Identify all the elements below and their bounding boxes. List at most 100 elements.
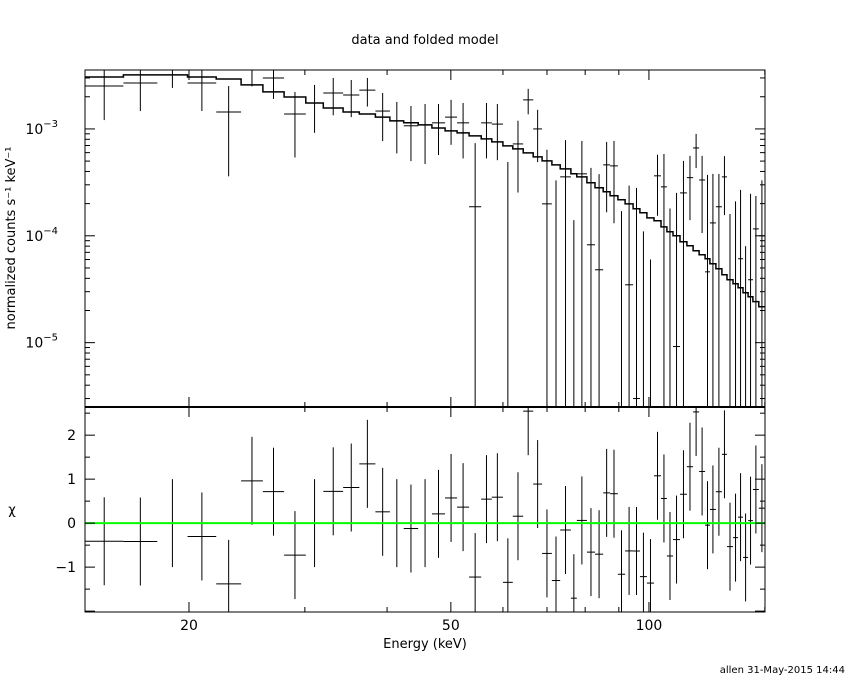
residual-point xyxy=(457,463,470,552)
residual-point xyxy=(721,410,727,499)
data-point xyxy=(560,140,571,407)
data-point xyxy=(389,101,404,154)
y-tick-exponent: −5 xyxy=(43,333,58,344)
data-point xyxy=(457,102,470,159)
residual-point xyxy=(523,407,534,456)
data-point xyxy=(123,70,158,112)
data-point xyxy=(157,70,188,88)
data-point xyxy=(654,154,661,216)
x-tick-label: 100 xyxy=(636,618,663,634)
data-point xyxy=(693,133,700,169)
data-point xyxy=(752,195,759,407)
residual-point xyxy=(686,422,694,511)
chart-title: data and folded model xyxy=(351,33,498,48)
data-point xyxy=(491,104,503,161)
residual-point xyxy=(491,453,503,542)
residual-point xyxy=(533,440,543,529)
residual-point xyxy=(216,539,242,612)
data-point xyxy=(418,104,432,164)
data-point xyxy=(721,156,727,216)
residual-plot-area xyxy=(85,407,765,612)
data-point xyxy=(85,70,124,121)
residual-point xyxy=(660,454,667,543)
y-axis-label-chi: χ xyxy=(8,503,16,518)
data-point xyxy=(403,105,419,162)
residual-point xyxy=(625,506,634,595)
residual-point xyxy=(654,431,661,520)
residual-point xyxy=(705,481,710,570)
data-point xyxy=(758,180,765,407)
residual-point xyxy=(431,469,446,558)
residual-point xyxy=(646,539,655,612)
residual-point xyxy=(375,467,390,556)
data-point xyxy=(445,99,458,145)
residual-point xyxy=(570,554,577,612)
residual-point xyxy=(673,495,681,584)
data-point xyxy=(323,77,344,116)
residual-point xyxy=(123,497,158,586)
residual-panel xyxy=(85,407,765,612)
residual-point xyxy=(617,530,626,612)
data-point xyxy=(431,104,446,156)
y-tick-base: 10 xyxy=(25,229,43,245)
y-tick-base: 10 xyxy=(25,336,43,352)
data-point xyxy=(738,189,744,407)
residual-point xyxy=(262,447,285,536)
data-point xyxy=(586,167,595,407)
data-point xyxy=(284,91,306,158)
residual-point xyxy=(323,447,344,536)
residual-point xyxy=(481,455,492,544)
x-tick-label: 50 xyxy=(442,618,460,634)
residual-point xyxy=(639,532,647,612)
residual-point xyxy=(666,511,674,600)
residual-point xyxy=(680,450,687,539)
data-point xyxy=(603,141,611,213)
residual-point xyxy=(445,453,458,542)
residual-point xyxy=(726,502,734,591)
residual-point xyxy=(699,427,706,516)
data-point xyxy=(576,141,587,407)
y-tick-label: 10−5 xyxy=(25,333,58,352)
y-tick-label: 10−3 xyxy=(25,119,58,138)
residual-point xyxy=(284,511,306,600)
residual-point xyxy=(748,476,753,565)
residual-point xyxy=(693,407,700,456)
data-point xyxy=(610,141,618,224)
residual-point xyxy=(738,473,744,562)
x-tick-label: 20 xyxy=(180,618,198,634)
residual-point xyxy=(633,506,640,595)
residual-point xyxy=(560,486,571,574)
residual-point xyxy=(733,493,739,582)
data-point xyxy=(625,185,634,407)
residual-point xyxy=(187,492,217,581)
residual-point xyxy=(610,449,618,538)
residual-point xyxy=(594,510,604,599)
data-point xyxy=(469,143,482,407)
residual-point xyxy=(709,465,716,554)
data-point xyxy=(633,187,640,407)
folded-model-line xyxy=(85,74,765,308)
residual-point xyxy=(502,538,513,612)
data-point xyxy=(680,160,687,407)
data-point xyxy=(705,174,710,407)
residual-point xyxy=(715,447,722,536)
data-point xyxy=(251,70,253,87)
data-point xyxy=(216,86,242,177)
data-point xyxy=(481,102,492,159)
data-point xyxy=(523,88,534,115)
residual-point xyxy=(85,497,124,586)
chi-tick-label: 0 xyxy=(67,516,76,532)
residual-point xyxy=(576,476,587,565)
y-tick-base: 10 xyxy=(25,122,43,138)
data-point xyxy=(673,192,681,407)
chi-tick-label: −1 xyxy=(55,560,76,576)
data-point xyxy=(594,174,604,407)
top-panel xyxy=(85,70,765,407)
data-point xyxy=(533,109,543,163)
residual-point xyxy=(403,484,419,573)
x-axis-label: Energy (keV) xyxy=(383,637,467,652)
data-point xyxy=(660,153,667,407)
residual-point xyxy=(752,445,759,534)
